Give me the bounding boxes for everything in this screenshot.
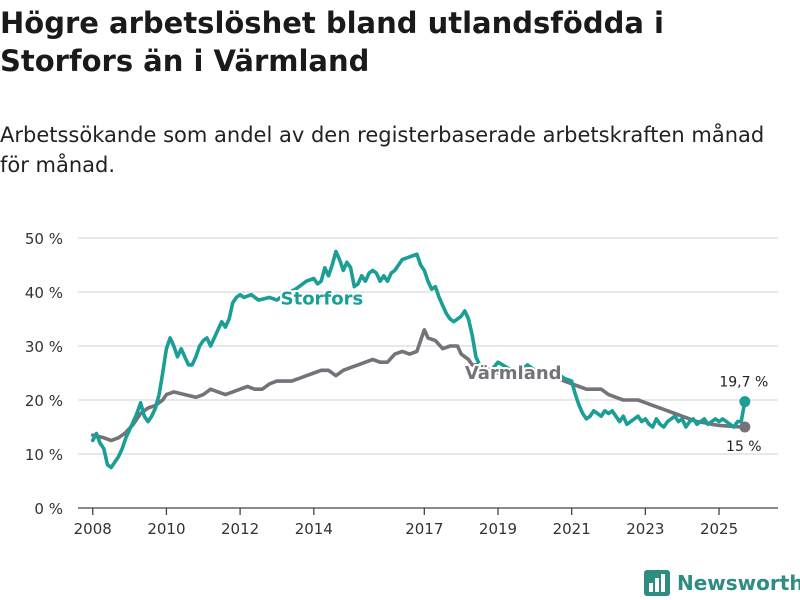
x-tick-label: 2017 [405, 520, 443, 538]
end-value-label-varmland: 15 % [726, 439, 762, 455]
y-tick-label: 40 % [25, 284, 63, 302]
y-tick-label: 30 % [25, 338, 63, 356]
chart-subtitle: Arbetssökande som andel av den registerb… [0, 123, 765, 177]
series-label-varmland: Värmland [465, 363, 562, 384]
series-label-storfors: Storfors [281, 288, 364, 309]
end-point-varmland [739, 421, 751, 433]
end-point-storfors [739, 396, 751, 408]
x-tick-label: 2008 [74, 520, 112, 538]
x-tick-label: 2021 [553, 520, 591, 538]
series-line-varmland [90, 328, 747, 443]
y-tick-label: 50 % [25, 230, 63, 248]
bar-chart-icon [644, 570, 670, 596]
x-tick-label: 2025 [700, 520, 738, 538]
x-tick-label: 2010 [147, 520, 185, 538]
page-title: Högre arbetslöshet bland utlandsfödda i … [0, 6, 664, 78]
x-tick-label: 2012 [221, 520, 259, 538]
x-tick-label: 2014 [295, 520, 333, 538]
y-tick-label: 10 % [25, 446, 63, 464]
y-tick-label: 20 % [25, 392, 63, 410]
x-tick-label: 2019 [479, 520, 517, 538]
logo-text: Newsworthy [677, 571, 800, 595]
y-tick-label: 0 % [34, 500, 63, 518]
end-value-label-storfors: 19,7 % [719, 375, 768, 391]
series-line-storfors [90, 249, 747, 470]
x-tick-label: 2023 [626, 520, 664, 538]
newsworthy-logo: Newsworthy [644, 568, 800, 598]
